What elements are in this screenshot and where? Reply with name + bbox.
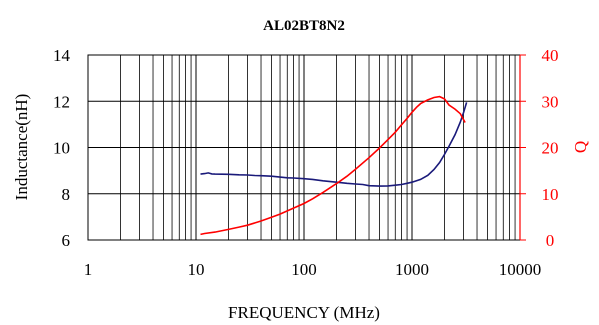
series-layer <box>200 95 468 236</box>
x-tick-label: 1000 <box>395 260 429 279</box>
y-tick-label: 14 <box>53 46 71 65</box>
y-tick-label: 6 <box>62 231 71 250</box>
series-line-inductance <box>200 102 468 187</box>
series-line-q <box>200 95 466 236</box>
y-axis-label: Inductance(nH) <box>12 94 31 201</box>
x-axis-label: FREQUENCY (MHz) <box>228 303 380 322</box>
x-tick-labels: 1 10 100 1000 10000 <box>84 260 542 279</box>
y2-tick-label: 0 <box>546 231 555 250</box>
y2-tick-labels: 0 10 20 30 40 <box>519 46 559 250</box>
x-tick-label: 10000 <box>499 260 542 279</box>
y-tick-label: 8 <box>62 185 71 204</box>
x-tick-label: 100 <box>291 260 317 279</box>
chart-title: AL02BT8N2 <box>263 18 345 34</box>
y2-tick-label: 30 <box>542 92 559 111</box>
grid <box>88 54 520 241</box>
y-tick-label: 12 <box>53 92 70 111</box>
y-tick-labels: 6 8 10 12 14 <box>53 46 71 250</box>
y2-tick-label: 40 <box>542 46 559 65</box>
y2-tick-label: 10 <box>542 185 559 204</box>
y2-tick-label: 20 <box>542 139 559 158</box>
y-tick-label: 10 <box>53 139 70 158</box>
x-tick-label: 1 <box>84 260 93 279</box>
y2-axis-label: Q <box>571 141 590 153</box>
x-tick-label: 10 <box>188 260 205 279</box>
